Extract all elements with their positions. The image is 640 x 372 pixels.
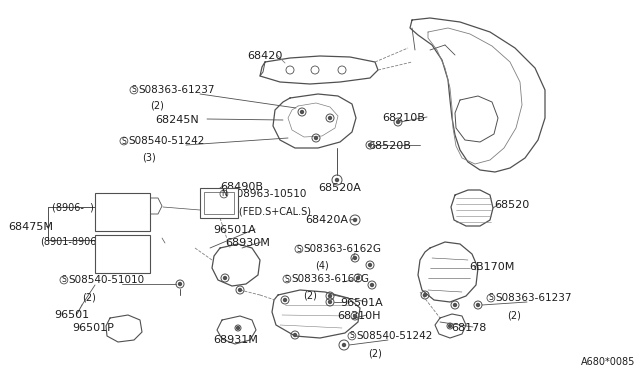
Text: S08540-51242: S08540-51242 [129, 136, 205, 146]
Circle shape [477, 304, 479, 307]
Circle shape [449, 324, 451, 327]
Bar [95, 235, 150, 273]
Text: (2): (2) [150, 101, 164, 111]
Circle shape [328, 301, 332, 304]
Circle shape [454, 304, 456, 307]
Text: (2)(FED.S+CAL.S): (2)(FED.S+CAL.S) [225, 206, 311, 216]
Text: S: S [122, 137, 126, 145]
Text: 68931M: 68931M [213, 335, 258, 345]
Text: 68930M: 68930M [225, 238, 270, 248]
Text: 96501A: 96501A [340, 298, 383, 308]
Text: S: S [488, 294, 493, 302]
Text: (3): (3) [142, 153, 156, 163]
Text: S: S [296, 244, 301, 253]
Text: 68520B: 68520B [368, 141, 411, 151]
Text: (8901-8906): (8901-8906) [40, 237, 100, 247]
Text: (2): (2) [303, 291, 317, 301]
Circle shape [284, 298, 287, 301]
Circle shape [328, 116, 332, 119]
Text: 68210B: 68210B [382, 113, 425, 123]
Circle shape [239, 289, 241, 292]
Circle shape [371, 283, 374, 286]
Text: 68490B: 68490B [220, 182, 263, 192]
Text: S08540-51242: S08540-51242 [357, 331, 433, 341]
Text: (2): (2) [82, 292, 96, 302]
Circle shape [353, 314, 356, 317]
Text: S08363-6162G: S08363-6162G [304, 244, 382, 254]
Circle shape [294, 334, 296, 337]
Text: 68420: 68420 [247, 51, 282, 61]
Text: N: N [221, 189, 227, 199]
Circle shape [397, 121, 399, 124]
Circle shape [314, 137, 317, 140]
Text: A680*0085: A680*0085 [580, 357, 635, 367]
Text: S: S [285, 275, 289, 283]
Text: S: S [349, 331, 355, 340]
Text: 68178: 68178 [451, 323, 486, 333]
Text: 96501A: 96501A [213, 225, 256, 235]
Circle shape [356, 276, 360, 279]
Text: S: S [61, 276, 67, 285]
Text: S: S [132, 86, 136, 94]
Text: S08363-61237: S08363-61237 [139, 85, 215, 95]
Bar [204, 192, 234, 214]
Circle shape [223, 276, 227, 279]
Text: 96501P: 96501P [72, 323, 114, 333]
Text: 68475M: 68475M [8, 222, 53, 232]
Text: (2): (2) [507, 310, 521, 320]
Text: 68245N: 68245N [155, 115, 199, 125]
Text: 68520: 68520 [494, 200, 529, 210]
Circle shape [328, 295, 332, 298]
Circle shape [179, 282, 182, 285]
Text: (4): (4) [315, 261, 329, 271]
Text: S08363-6162G: S08363-6162G [292, 274, 370, 284]
Circle shape [342, 343, 346, 346]
Text: N08963-10510: N08963-10510 [229, 189, 306, 199]
Circle shape [424, 294, 426, 296]
Bar [95, 193, 150, 231]
Circle shape [369, 144, 371, 147]
Text: 68520A: 68520A [318, 183, 361, 193]
Text: S08363-61237: S08363-61237 [496, 293, 572, 303]
Circle shape [353, 257, 356, 260]
Text: 68420A: 68420A [305, 215, 348, 225]
Text: 96501: 96501 [54, 310, 89, 320]
Text: 68310H: 68310H [337, 311, 381, 321]
Circle shape [237, 327, 239, 330]
Text: S08540-51010: S08540-51010 [69, 275, 145, 285]
Circle shape [335, 179, 339, 182]
Circle shape [301, 110, 303, 113]
Text: 6B170M: 6B170M [469, 262, 515, 272]
Bar [200, 188, 238, 218]
Circle shape [369, 263, 371, 266]
Text: (2): (2) [368, 348, 382, 358]
Text: (8906-  ): (8906- ) [52, 203, 94, 213]
Circle shape [353, 218, 356, 221]
